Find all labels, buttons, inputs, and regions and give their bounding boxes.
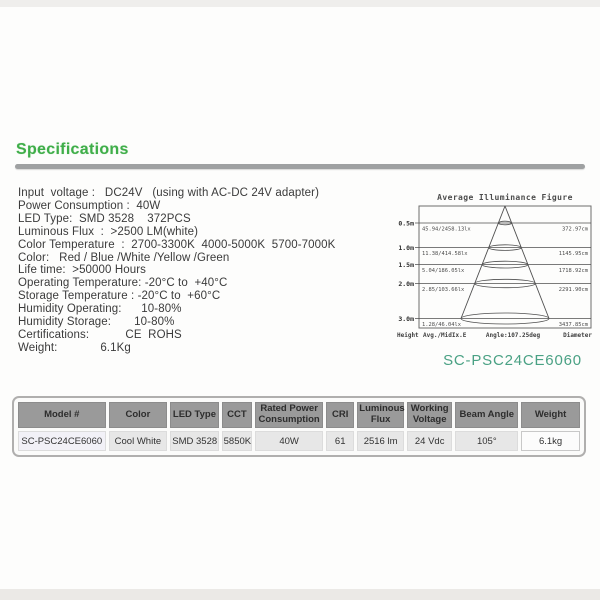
figure-footer: Height Avg./MidIx.E Angle:107.25deg Diam… bbox=[397, 332, 592, 339]
cell-cct: 5850K bbox=[221, 431, 253, 451]
footer-avg-label: Avg./MidIx.E bbox=[423, 332, 467, 339]
header-rated-power: Rated Power Consumption bbox=[255, 402, 324, 428]
diameter-value-3: 2291.90cm bbox=[559, 287, 588, 293]
header-cct: CCT bbox=[221, 402, 253, 428]
diameter-values: 372.97cm 1145.95cm 1718.92cm 2291.90cm 3… bbox=[559, 227, 588, 329]
table-row: SC-PSC24CE6060 Cool White SMD 3528 5850K… bbox=[18, 431, 580, 451]
header-luminous-flux: Luminous Flux bbox=[357, 402, 405, 428]
cell-model: SC-PSC24CE6060 bbox=[18, 431, 106, 451]
spec-line-luminous-flux: Luminous Flux : >2500 LM(white) bbox=[18, 225, 199, 238]
header-color: Color bbox=[108, 402, 168, 428]
figure-frame bbox=[418, 205, 592, 329]
cell-weight: 6.1kg bbox=[521, 431, 580, 451]
figure-model-number: SC-PSC24CE6060 bbox=[443, 352, 582, 369]
lux-value-4: 1.28/46.04lx bbox=[422, 322, 462, 328]
cell-rated-power: 40W bbox=[255, 431, 324, 451]
header-cri: CRI bbox=[326, 402, 355, 428]
footer-diameter-label: Diameter bbox=[563, 332, 592, 339]
cell-working-volt: 24 Vdc bbox=[406, 431, 453, 451]
diameter-value-2: 1718.92cm bbox=[559, 268, 588, 274]
lux-value-2: 5.04/186.05lx bbox=[422, 268, 465, 274]
diameter-value-4: 3437.85cm bbox=[559, 322, 588, 328]
figure-title: Average Illuminance Figure bbox=[437, 192, 573, 202]
cell-color: Cool White bbox=[108, 431, 168, 451]
height-labels: 0.5m 1.0m 1.5m 2.0m 3.0m bbox=[398, 220, 414, 324]
header-weight: Weight bbox=[521, 402, 580, 428]
spec-line-storage-temp: Storage Temperature : -20°C to +60°C bbox=[18, 290, 221, 303]
table-header-row: Model # Color LED Type CCT Rated Power C… bbox=[18, 402, 580, 428]
cell-led-type: SMD 3528 bbox=[170, 431, 219, 451]
diameter-value-1: 1145.95cm bbox=[559, 251, 588, 257]
diameter-value-0: 372.97cm bbox=[562, 227, 588, 233]
header-led-type: LED Type bbox=[170, 402, 219, 428]
height-label-3: 2.0m bbox=[398, 280, 414, 288]
height-label-4: 3.0m bbox=[398, 315, 414, 323]
spec-line-humidity-storage: Humidity Storage: 10-80% bbox=[18, 316, 175, 329]
heading-divider bbox=[15, 164, 585, 169]
lux-value-1: 11.38/414.58lx bbox=[422, 251, 468, 257]
header-beam-angle: Beam Angle bbox=[455, 402, 519, 428]
spec-line-life-time: Life time: >50000 Hours bbox=[18, 264, 147, 277]
cell-cri: 61 bbox=[326, 431, 355, 451]
illuminance-figure: Average Illuminance Figure 0.5m 1. bbox=[397, 192, 592, 339]
height-label-2: 1.5m bbox=[398, 261, 414, 269]
spec-line-humidity-operating: Humidity Operating: 10-80% bbox=[18, 303, 182, 316]
cell-beam-angle: 105° bbox=[455, 431, 519, 451]
lux-value-3: 2.85/103.66lx bbox=[422, 287, 465, 293]
beam-ellipses bbox=[460, 220, 550, 325]
header-working-volt: Working Voltage bbox=[406, 402, 453, 428]
light-cone bbox=[460, 205, 550, 319]
page-top-edge bbox=[0, 0, 600, 7]
lux-values: 45.94/2458.13lx 11.38/414.58lx 5.04/186.… bbox=[422, 227, 471, 329]
lux-value-0: 45.94/2458.13lx bbox=[422, 227, 471, 233]
spec-line-led-type: LED Type: SMD 3528 372PCS bbox=[18, 212, 191, 225]
spec-line-operating-temp: Operating Temperature: -20°C to +40°C bbox=[18, 277, 228, 290]
spec-line-power-consumption: Power Consumption : 40W bbox=[18, 199, 161, 212]
height-label-0: 0.5m bbox=[398, 220, 414, 228]
spec-line-input-voltage: Input voltage : DC24V (using with AC-DC … bbox=[18, 187, 320, 199]
cell-luminous-flux: 2516 lm bbox=[357, 431, 404, 451]
page-bottom-edge bbox=[0, 589, 600, 600]
spec-line-certifications: Certifications: CE ROHS bbox=[18, 328, 182, 341]
spec-table: Model # Color LED Type CCT Rated Power C… bbox=[12, 396, 586, 457]
spec-line-color-temperature: Color Temperature : 2700-3300K 4000-5000… bbox=[18, 238, 336, 251]
height-label-1: 1.0m bbox=[398, 244, 414, 252]
spec-list: Input voltage : DC24V (using with AC-DC … bbox=[18, 187, 335, 355]
height-gridlines bbox=[415, 222, 591, 319]
page-title: Specifications bbox=[16, 141, 129, 158]
header-model: Model # bbox=[18, 402, 106, 428]
footer-angle-label: Angle:107.25deg bbox=[486, 332, 541, 339]
spec-line-color: Color: Red / Blue /White /Yellow /Green bbox=[18, 251, 230, 264]
footer-height-label: Height bbox=[397, 332, 419, 339]
spec-line-weight: Weight: 6.1Kg bbox=[18, 341, 131, 354]
